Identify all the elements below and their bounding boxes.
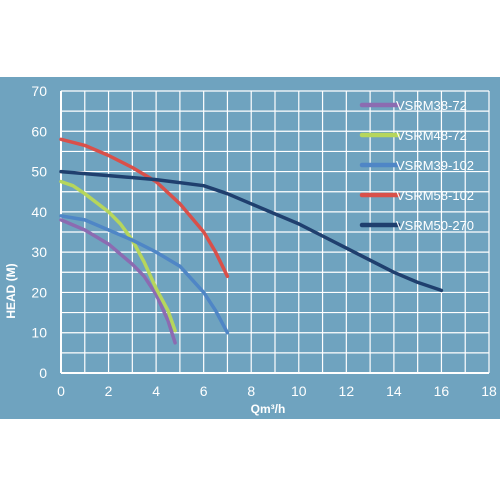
x-tick-label: 12 [339, 383, 355, 399]
y-tick-label: 40 [31, 204, 47, 220]
x-tick-label: 0 [57, 383, 65, 399]
chart-background [0, 77, 500, 419]
legend-label: VSRM39-102 [396, 158, 474, 173]
series-line-vsrm58-102 [59, 137, 230, 279]
x-tick-label: 14 [386, 383, 402, 399]
x-tick-label: 4 [152, 383, 160, 399]
x-tick-label: 2 [105, 383, 113, 399]
series-line-vsrm48-72 [59, 179, 177, 333]
pump-curve-chart: 0 2 4 6 8 10 12 14 16 18 0 10 20 30 40 50 60 70 Qm³/h HEA… [0, 77, 500, 419]
y-tick-label: 70 [31, 83, 47, 99]
legend-label: VSRM50-270 [396, 218, 474, 233]
x-tick-label: 18 [481, 383, 497, 399]
legend-label: VSRM48-72 [396, 128, 467, 143]
x-axis-title: Qm³/h [251, 402, 286, 416]
y-axis-title: HEAD (M) [4, 263, 18, 318]
x-tick-label: 8 [247, 383, 255, 399]
chart-panel: 0 2 4 6 8 10 12 14 16 18 0 10 20 30 40 50 60 70 Qm³/h HEA… [0, 77, 500, 419]
legend-label: VSRM38-72 [396, 98, 467, 113]
y-tick-label: 0 [39, 365, 47, 381]
y-tick-label: 20 [31, 284, 47, 300]
legend: VSRM38-72 VSRM48-72 VSRM39-102 VSRM58-102 VS… [359, 98, 474, 233]
grid [60, 90, 490, 374]
series-line-vsrm50-270 [59, 169, 444, 293]
x-tick-label: 16 [434, 383, 450, 399]
legend-label: VSRM58-102 [396, 188, 474, 203]
series-lines [59, 137, 444, 345]
y-tick-label: 10 [31, 325, 47, 341]
x-tick-label: 10 [291, 383, 307, 399]
y-tick-label: 60 [31, 123, 47, 139]
x-tick-label: 6 [200, 383, 208, 399]
tick-labels: 0 2 4 6 8 10 12 14 16 18 0 10 20 30 40 50 60 70 [31, 83, 497, 399]
y-tick-label: 30 [31, 244, 47, 260]
series-line-vsrm38-72 [59, 218, 177, 345]
y-tick-label: 50 [31, 164, 47, 180]
series-line-vsrm39-102 [59, 214, 230, 335]
